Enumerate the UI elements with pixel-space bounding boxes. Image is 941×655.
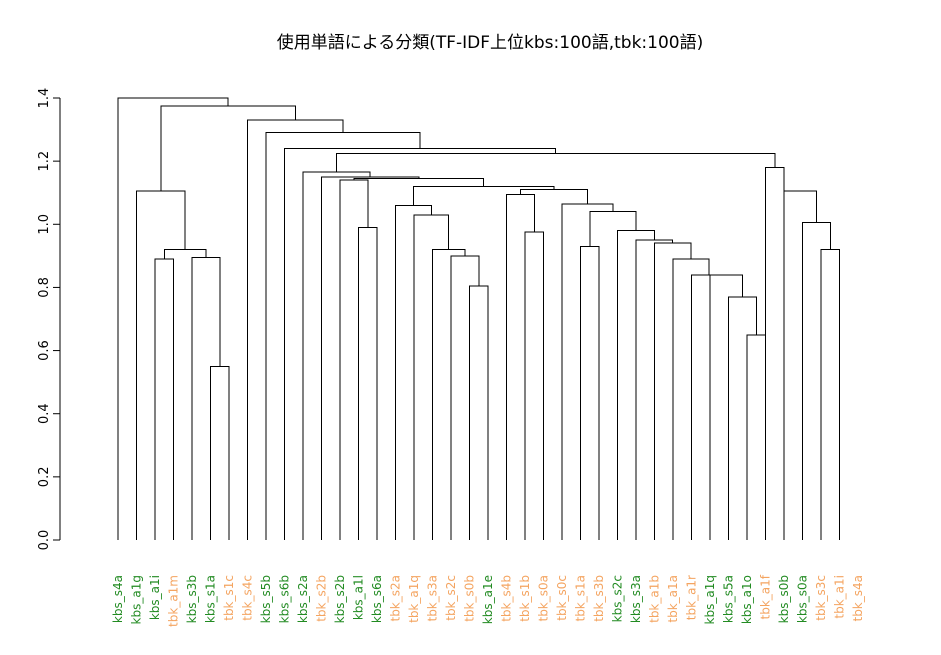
leaf-label: tbk_s2c [444,575,458,621]
dendrogram-tree [117,97,840,540]
dendrogram-branch [265,132,421,540]
leaf-label: kbs_s6b [278,575,292,623]
y-tick-label: 1.0 [37,214,52,235]
leaf-label: tbk_s3b [592,575,606,622]
dendrogram-branch [580,245,600,540]
dendrogram-branch [117,97,229,540]
leaf-label: kbs_a1i [148,575,162,620]
leaf-label: kbs_a1e [481,575,495,624]
dendrogram-branch [154,258,174,540]
leaf-label: kbs_s0a [796,575,810,623]
dendrogram-branch [589,211,637,247]
dendrogram-branch [672,258,710,540]
dendrogram-branch [302,171,371,540]
leaf-label: tbk_s3a [426,575,440,622]
dendrogram-branch [160,105,296,192]
dendrogram-branch [783,190,817,540]
dendrogram-branch [358,226,378,540]
leaf-label: tbk_a1a [666,575,680,623]
leaf-label: kbs_s1a [204,575,218,623]
leaf-label: tbk_s2b [315,575,329,622]
leaf-label: tbk_a1i [833,575,847,619]
dendrogram-branch [413,214,450,540]
dendrogram-branch [654,242,692,540]
dendrogram-branch [247,119,344,540]
dendrogram-branch [802,222,831,540]
leaf-label: tbk_s0b [463,575,477,622]
y-tick-label: 0.6 [37,340,52,361]
dendrogram-branch [336,152,776,173]
leaf-label: tbk_s4a [851,575,865,622]
dendrogram-branch [136,190,186,540]
dendrogram-branch [746,334,766,540]
dendrogram-branch [163,249,207,260]
dendrogram-branch [450,255,480,540]
leaf-label: kbs_a1o [740,575,754,624]
dendrogram-branch [353,178,485,187]
chart-title: 使用単語による分類(TF-IDF上位kbs:100語,tbk:100語) [277,32,703,53]
leaf-label: tbk_s1b [518,575,532,622]
dendrogram-branch [210,365,230,540]
leaf-label: kbs_s0b [777,575,791,623]
dendrogram-branch [339,179,369,540]
leaf-label: kbs_a1q [703,575,717,624]
leaf-label: tbk_s4b [500,575,514,622]
dendrogram-branch [728,296,757,540]
leaf-label: kbs_s6a [370,575,384,623]
leaf-label: kbs_s3a [629,575,643,623]
leaf-label: tbk_a1m [167,575,181,627]
y-tick-label: 0.4 [37,403,52,424]
leaf-label: tbk_s0a [537,575,551,622]
leaf-label: tbk_a1f [759,574,773,619]
leaf-label: tbk_s1a [574,575,588,622]
y-tick-label: 1.2 [37,151,52,172]
leaf-label: tbk_a1r [685,575,699,620]
leaf-label: tbk_s4c [241,575,255,621]
dendrogram-branch [506,193,535,540]
dendrogram-branch [432,249,466,540]
dendrogram-branch [691,274,727,540]
dendrogram-branch [284,148,557,540]
leaf-label: kbs_a1g [130,575,144,624]
dendrogram-branch [469,285,489,540]
leaf-label: tbk_s2a [389,575,403,622]
dendrogram-branch [191,256,221,540]
leaf-label: kbs_s2b [333,575,347,623]
dendrogram-branch [321,176,420,540]
leaf-label: kbs_s5a [722,575,736,623]
y-tick-label: 0.0 [37,530,52,551]
dendrogram-branch [765,166,785,540]
dendrogram-branch [820,249,840,540]
dendrogram-branch [519,189,588,204]
leaf-labels: kbs_s4a kbs_a1g kbs_a1i tbk_a1m kbs_s3b kbs_s… [111,574,865,627]
leaf-label: tbk_s1c [222,575,236,621]
y-tick-label: 0.2 [37,467,52,488]
leaf-label: tbk_s3c [814,575,828,621]
dendrogram-branch [561,203,614,540]
y-axis: 0.0 0.2 0.4 0.6 0.8 1.0 1.2 1.4 [37,88,61,551]
leaf-label: tbk_a1q [407,575,421,623]
leaf-label: kbs_s2c [611,575,625,622]
leaf-label: kbs_s5b [259,575,273,623]
y-tick-label: 1.4 [37,88,52,109]
leaf-label: kbs_s4a [111,575,125,623]
leaf-label: kbs_s3b [185,575,199,623]
leaf-label: kbs_a1l [352,575,366,620]
leaf-label: tbk_a1b [648,575,662,623]
leaf-label: kbs_s2a [296,575,310,623]
leaf-label: tbk_s0c [555,575,569,621]
y-tick-label: 0.8 [37,277,52,298]
dendrogram-branch [709,274,743,540]
dendrogram-branch [524,231,544,540]
dendrogram-branch [395,204,432,540]
